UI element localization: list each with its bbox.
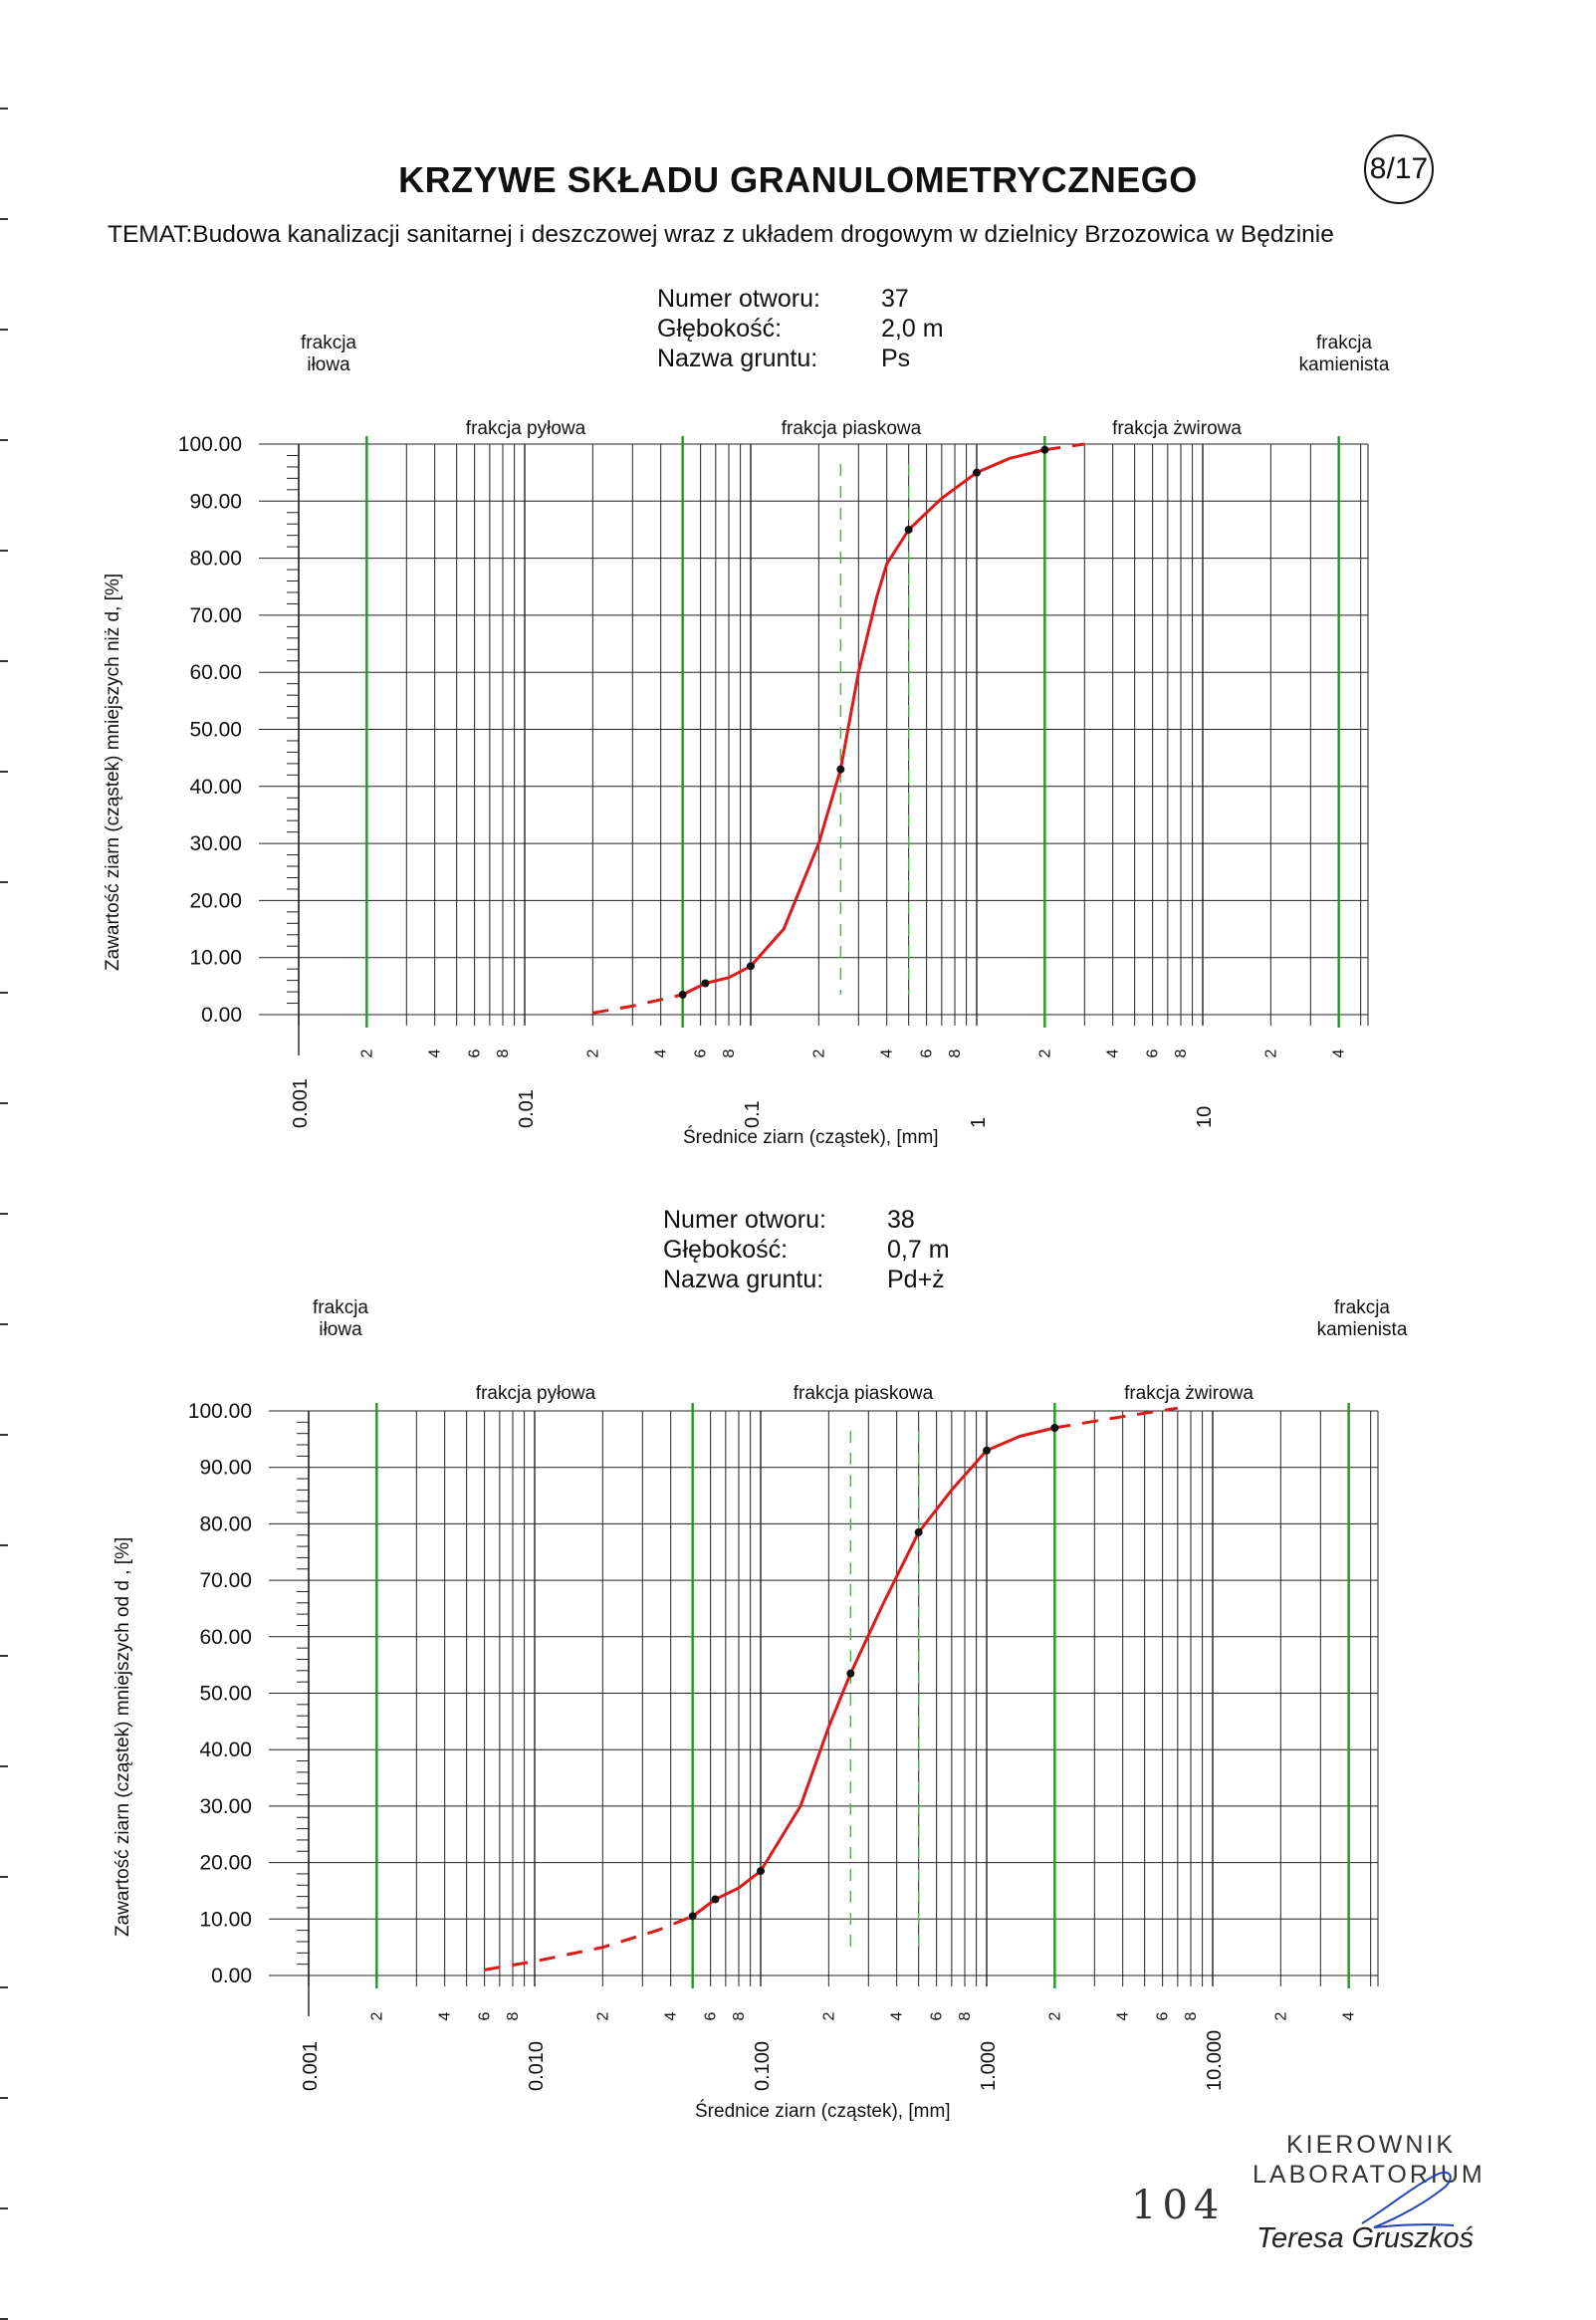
y-tick-label: 30.00: [189, 832, 242, 855]
curve-extrapolated-high: [1044, 442, 1085, 452]
y-tick-label: 0.00: [201, 1004, 242, 1027]
margin-mark: [0, 1102, 8, 1104]
fraction-label: frakcja: [1316, 333, 1372, 353]
page-title: KRZYWE SKŁADU GRANULOMETRYCZNEGO: [398, 159, 1198, 200]
x-minor-tick-label: 8: [947, 1048, 964, 1057]
margin-mark: [0, 1544, 8, 1546]
x-minor-tick-label: 4: [879, 1048, 896, 1057]
data-point: [678, 990, 687, 999]
signature-scribble: [1361, 2171, 1455, 2228]
x-decade-label: 1: [968, 1117, 990, 1128]
depth-value: 0,7 m: [887, 1236, 950, 1264]
y-tick-label: 40.00: [189, 776, 242, 799]
x-minor-tick-label: 8: [1173, 1048, 1190, 1057]
x-minor-tick-label: 2: [810, 1048, 827, 1057]
margin-mark: [0, 1765, 8, 1767]
margin-mark: [0, 771, 8, 773]
borehole-value: 38: [887, 1206, 915, 1234]
x-minor-tick-label: 4: [1105, 1048, 1122, 1057]
x-minor-tick-label: 6: [1145, 1048, 1162, 1057]
sample-1-meta: Numer otworu: 37 Głębokość: 2,0 m Nazwa gr…: [657, 284, 944, 373]
soil-value: Pd+ż: [887, 1266, 945, 1293]
margin-mark: [0, 218, 8, 220]
margin-mark: [0, 329, 8, 331]
fraction-label: kamienista: [1299, 354, 1390, 375]
curve-measured: [682, 448, 1045, 997]
x-decade-label: 0.1: [742, 1100, 764, 1128]
y-tick-label: 20.00: [189, 889, 242, 912]
data-point: [904, 525, 913, 534]
soil-value: Ps: [881, 345, 911, 372]
fraction-label: frakcja pyłowa: [466, 418, 586, 439]
y-axis-title-1: Zawartość ziarn (cząstek) mniejszych niż…: [103, 573, 123, 971]
x-axis-title-1: Średnice ziarn (cząstek), [mm]: [683, 1127, 939, 1148]
page-number: 104: [1131, 2183, 1226, 2228]
data-point: [701, 979, 710, 988]
x-minor-tick-label: 8: [495, 1048, 512, 1057]
x-axis-title-2: Średnice ziarn (cząstek), [mm]: [695, 2101, 951, 2122]
data-point: [836, 765, 845, 774]
data-point: [747, 962, 755, 971]
margin-mark: [0, 2097, 8, 2099]
margin-mark: [0, 108, 8, 110]
margin-mark: [0, 992, 8, 994]
fraction-label: iłowa: [307, 354, 350, 375]
data-point: [1040, 445, 1049, 454]
lab-title-line-1: KIEROWNIK: [1286, 2131, 1457, 2159]
margin-mark: [0, 1434, 8, 1436]
subject-line: TEMAT:Budowa kanalizacji sanitarnej i de…: [108, 221, 1334, 248]
margin-mark: [0, 881, 8, 883]
x-minor-tick-label: 6: [693, 1048, 710, 1057]
fraction-label: frakcja: [301, 333, 356, 353]
borehole-label: Numer otworu:: [657, 285, 820, 313]
lab-title-line-2: LABORATORIUM: [1253, 2161, 1485, 2189]
x-decade-label: 0.01: [516, 1089, 538, 1128]
y-tick-label: 10.00: [189, 947, 242, 970]
fraction-label: frakcja piaskowa: [782, 418, 922, 439]
y-tick-label: 70.00: [189, 604, 242, 627]
y-tick-label: 90.00: [189, 490, 242, 513]
x-minor-tick-label: 8: [721, 1048, 738, 1057]
soil-label: Nazwa gruntu:: [657, 345, 818, 372]
margin-mark: [0, 1323, 8, 1325]
page-badge: 8/17: [1364, 134, 1434, 204]
depth-value: 2,0 m: [881, 315, 944, 343]
borehole-label: Numer otworu:: [663, 1206, 826, 1234]
margin-mark: [0, 550, 8, 552]
borehole-value: 37: [881, 285, 909, 313]
margin-mark: [0, 660, 8, 662]
x-minor-tick-label: 2: [358, 1048, 375, 1057]
x-minor-tick-label: 2: [1262, 1048, 1279, 1057]
margin-mark: [0, 1876, 8, 1878]
fraction-label: frakcja żwirowa: [1112, 418, 1242, 439]
x-minor-tick-label: 6: [919, 1048, 936, 1057]
x-minor-tick-label: 4: [427, 1048, 444, 1057]
x-minor-tick-label: 4: [1331, 1048, 1348, 1057]
x-decade-label: 0.001: [290, 1078, 312, 1128]
curve-extrapolated-low: [592, 993, 684, 1015]
margin-mark: [0, 1986, 8, 1988]
y-tick-label: 60.00: [189, 661, 242, 684]
y-axis-title-2: Zawartość ziarn (cząstek) mniejszych od …: [113, 1536, 133, 1937]
signature-name: Teresa Gruszkoś: [1256, 2222, 1475, 2254]
soil-label: Nazwa gruntu:: [663, 1266, 824, 1293]
sample-2-meta: Numer otworu: 38 Głębokość: 0,7 m Nazwa gr…: [663, 1205, 950, 1294]
margin-mark: [0, 2207, 8, 2209]
margin-mark: [0, 439, 8, 441]
x-decade-label: 10: [1194, 1106, 1216, 1128]
margin-mark: [0, 1213, 8, 1215]
x-minor-tick-label: 2: [1036, 1048, 1053, 1057]
y-tick-label: 50.00: [189, 719, 242, 742]
y-tick-label: 100.00: [178, 433, 242, 456]
margin-mark: [0, 1655, 8, 1657]
depth-label: Głębokość:: [657, 315, 783, 343]
depth-label: Głębokość:: [663, 1236, 789, 1264]
x-minor-tick-label: 2: [584, 1048, 601, 1057]
y-tick-label: 80.00: [189, 548, 242, 571]
data-point: [973, 468, 981, 477]
x-minor-tick-label: 4: [653, 1048, 670, 1057]
x-minor-tick-label: 6: [467, 1048, 484, 1057]
